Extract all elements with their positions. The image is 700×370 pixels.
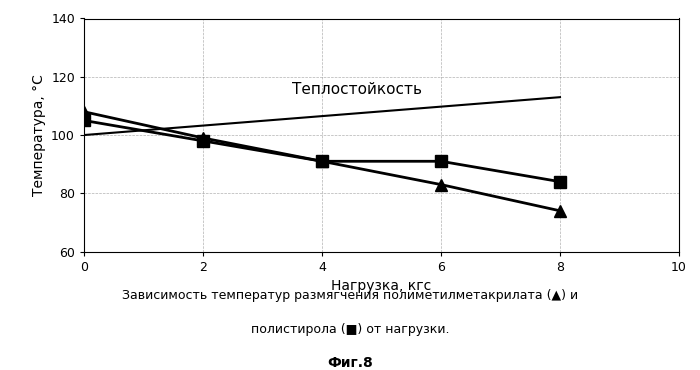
- Text: Теплостойкость: Теплостойкость: [293, 82, 422, 97]
- Text: Фиг.8: Фиг.8: [327, 356, 373, 370]
- Y-axis label: Температура, °C: Температура, °C: [32, 74, 46, 196]
- X-axis label: Нагрузка, кгс: Нагрузка, кгс: [331, 279, 432, 293]
- Text: полистирола (■) от нагрузки.: полистирола (■) от нагрузки.: [251, 323, 449, 336]
- Text: Зависимость температур размягчения полиметилметакрилата (▲) и: Зависимость температур размягчения полим…: [122, 289, 578, 303]
